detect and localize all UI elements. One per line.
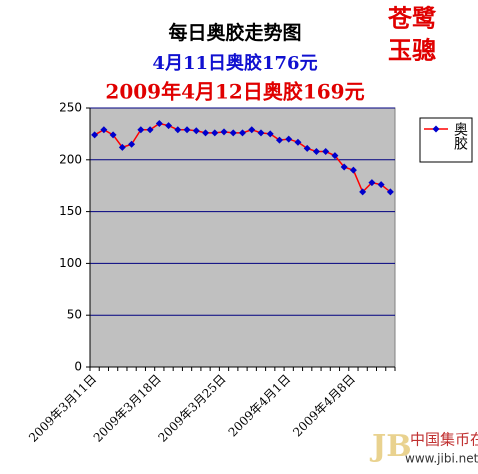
- marker: [137, 126, 145, 134]
- x-tick-label: 2009年3月25日: [155, 372, 228, 445]
- stamp: 玉骢: [388, 36, 436, 65]
- marker: [239, 129, 246, 137]
- marker: [174, 126, 182, 134]
- marker: [229, 129, 237, 137]
- marker: [118, 143, 126, 151]
- legend: [419, 117, 473, 163]
- legend-label: 奥胶: [452, 121, 468, 151]
- marker: [386, 188, 394, 196]
- y-tick-label: 150: [59, 204, 82, 218]
- stamp: 苍鹭: [387, 4, 437, 33]
- marker: [275, 136, 283, 144]
- marker: [322, 148, 330, 156]
- marker: [368, 179, 376, 187]
- marker: [331, 152, 339, 160]
- marker: [285, 135, 293, 143]
- marker: [266, 130, 274, 138]
- marker: [349, 166, 357, 174]
- marker: [220, 128, 228, 136]
- marker: [128, 140, 136, 148]
- marker: [109, 131, 117, 139]
- marker: [377, 181, 385, 189]
- marker: [303, 144, 311, 152]
- marker: [359, 188, 367, 196]
- marker: [211, 129, 219, 137]
- marker: [165, 122, 173, 130]
- marker: [192, 127, 200, 135]
- watermark: www.jibi.net: [405, 452, 478, 466]
- y-tick-label: 50: [67, 308, 82, 322]
- marker: [202, 129, 210, 137]
- watermark: 中国集币在线: [410, 431, 478, 449]
- legend-marker: [432, 125, 440, 133]
- x-tick-label: 2009年3月18日: [91, 372, 164, 445]
- x-tick-label: 2009年4月8日: [290, 372, 358, 440]
- plot-area: [89, 107, 396, 368]
- marker: [248, 126, 256, 134]
- marker: [155, 120, 163, 128]
- x-tick-label: 2009年3月11日: [26, 372, 99, 445]
- subtitle: 2009年4月12日奥胶169元: [105, 80, 364, 104]
- marker: [340, 163, 348, 171]
- watermark-logo: JB: [369, 429, 412, 464]
- marker: [183, 126, 191, 134]
- x-tick-label: 2009年4月1日: [226, 372, 294, 440]
- y-tick-label: 0: [74, 360, 82, 374]
- y-tick-label: 200: [59, 152, 82, 166]
- marker: [91, 131, 99, 139]
- marker: [294, 138, 302, 146]
- chart-title: 每日奥胶走势图: [168, 21, 301, 44]
- y-tick-label: 100: [59, 256, 82, 270]
- marker: [312, 148, 320, 156]
- marker: [146, 126, 154, 134]
- marker: [257, 129, 265, 137]
- subtitle: 4月11日奥胶176元: [152, 52, 317, 74]
- marker: [100, 126, 108, 134]
- y-tick-label: 250: [59, 101, 82, 115]
